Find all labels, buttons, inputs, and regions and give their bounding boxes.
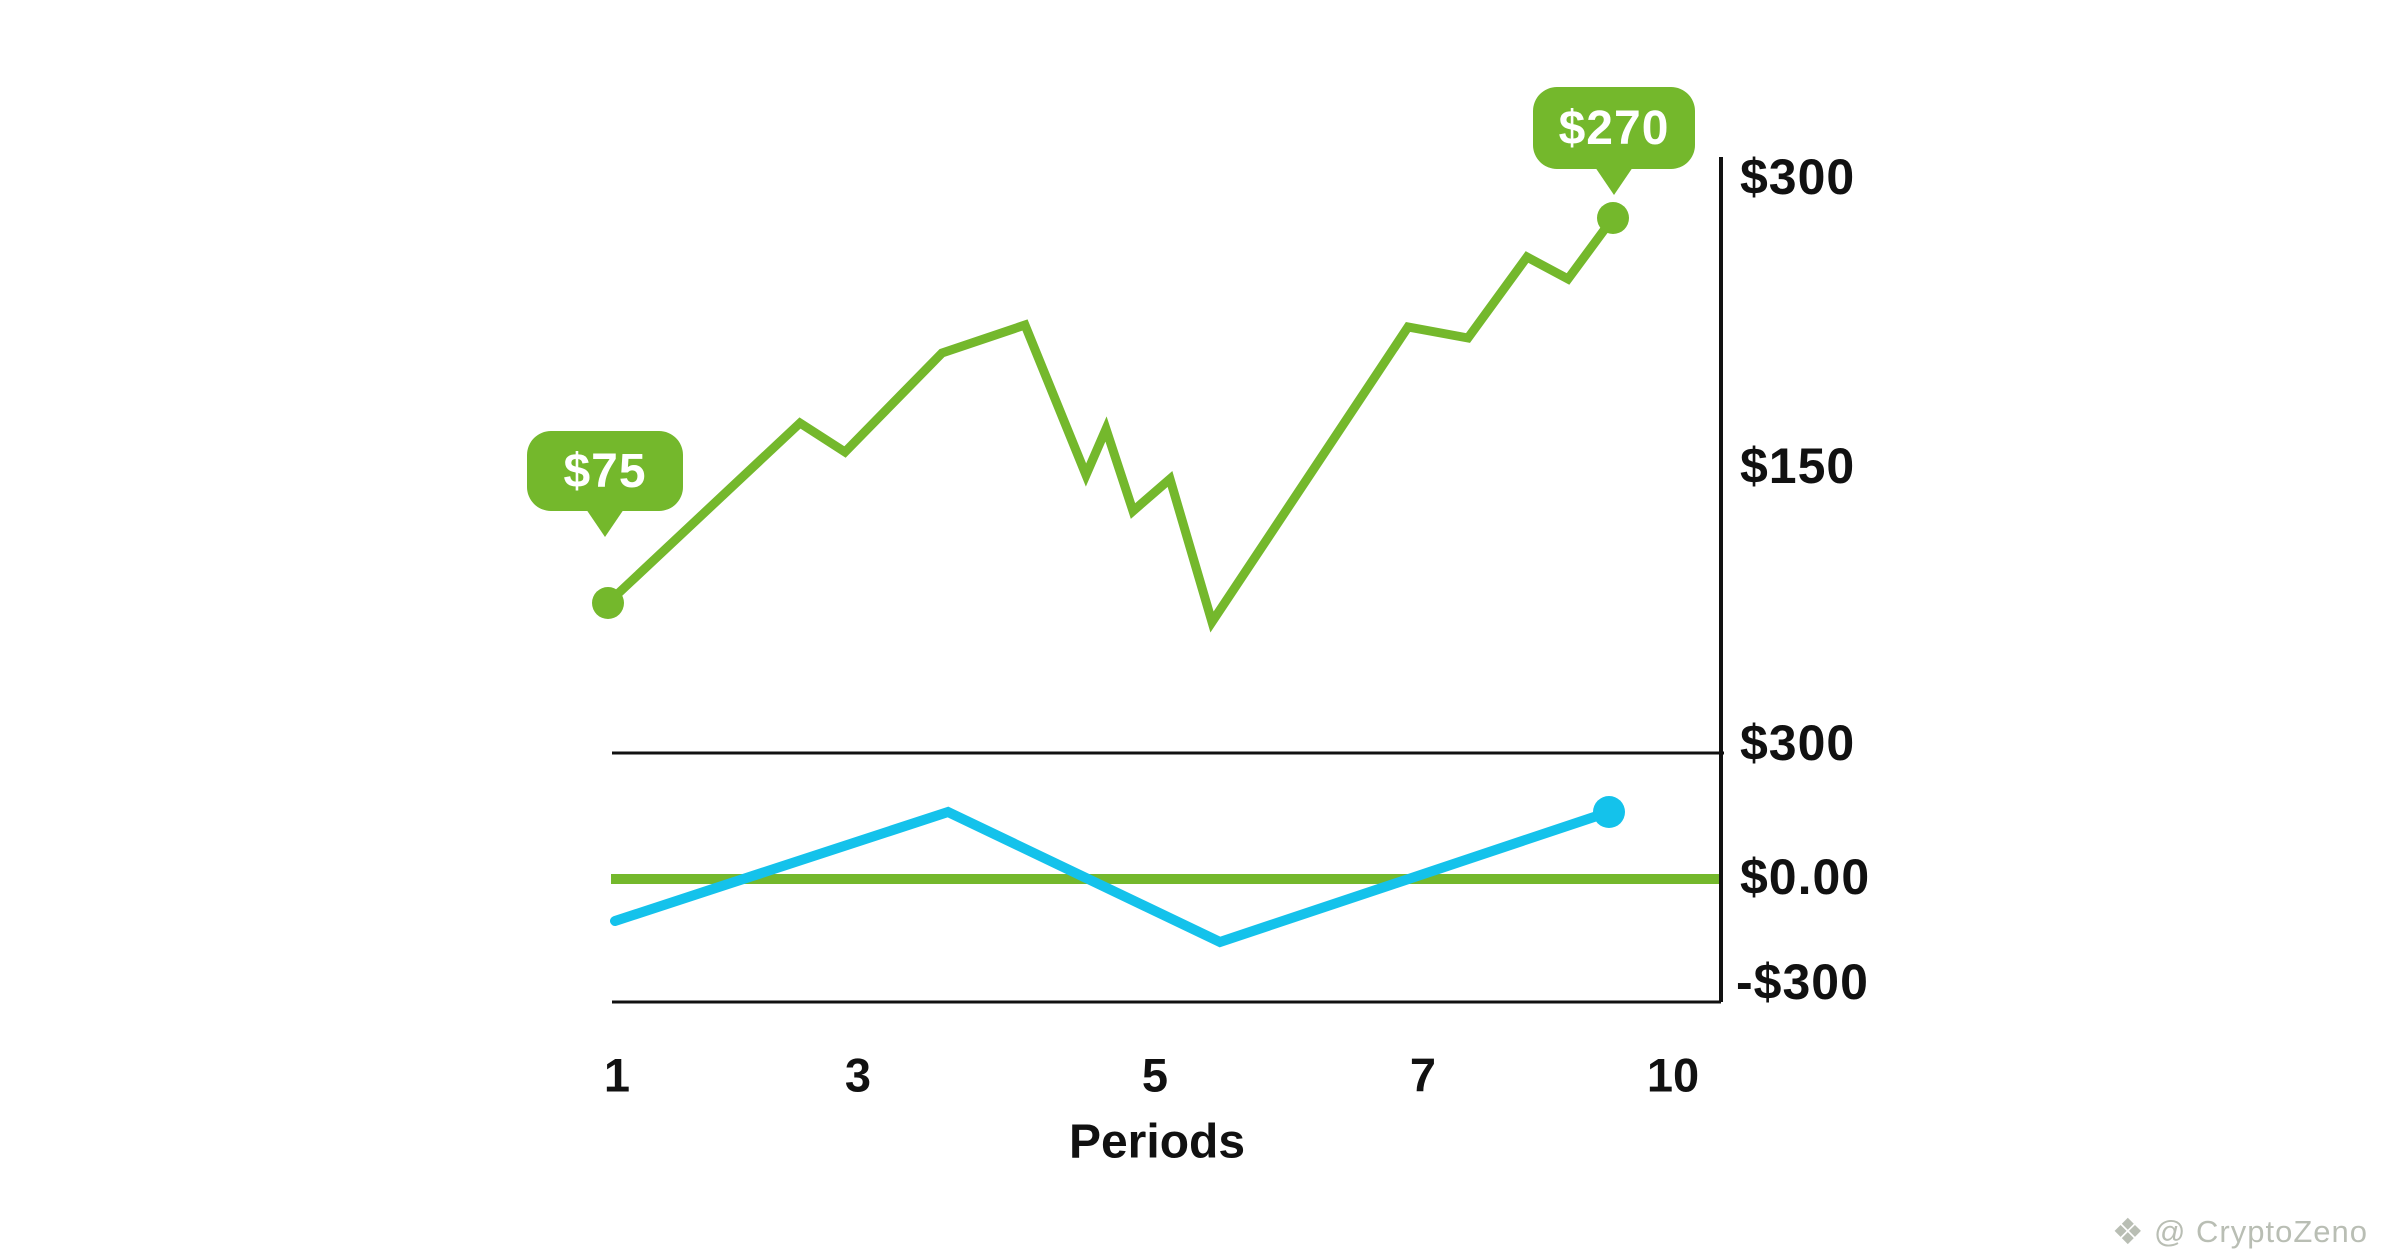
top-axis-tick-300: $300 [1740, 149, 1856, 205]
bottom-axis-tick-neg300: -$300 [1736, 954, 1869, 1010]
end-value-label: $270 [1558, 101, 1670, 155]
portfolio-series-line [603, 213, 1618, 633]
x-axis-tick-7: 7 [1409, 1048, 1437, 1102]
x-axis-tick-3: 3 [844, 1048, 872, 1102]
end-value-badge: $270 [1533, 87, 1695, 169]
start-value-label: $75 [563, 444, 647, 498]
x-axis-tick-10: 10 [1646, 1048, 1700, 1102]
bottom-axis-tick-zero: $0.00 [1740, 849, 1871, 905]
watermark: ❖ @ CryptoZeno [2112, 1214, 2368, 1250]
end-point-marker [1597, 202, 1629, 234]
diamond-logo-icon: ❖ [2111, 1211, 2144, 1252]
x-axis-tick-1: 1 [603, 1048, 631, 1102]
x-axis-title: Periods [1068, 1115, 1246, 1169]
bottom-axis-tick-300: $300 [1740, 715, 1856, 771]
top-axis-tick-150: $150 [1740, 438, 1856, 494]
x-axis-tick-5: 5 [1141, 1048, 1169, 1102]
gain-loss-end-marker [1593, 796, 1625, 828]
gain-loss-series-line [610, 806, 1614, 948]
start-value-badge: $75 [527, 431, 683, 511]
watermark-text: @ CryptoZeno [2153, 1214, 2368, 1249]
start-point-marker [592, 587, 624, 619]
